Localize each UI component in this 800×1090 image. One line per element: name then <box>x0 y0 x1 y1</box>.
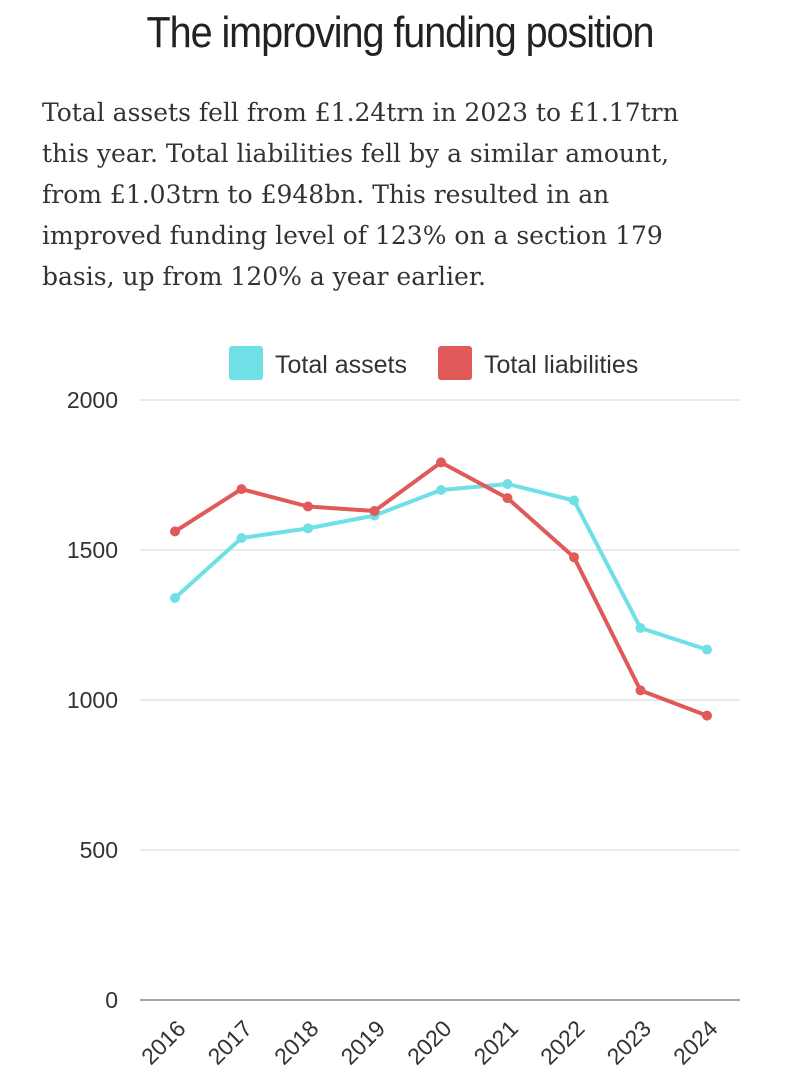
legend-item-total-assets: Total assets <box>229 346 407 380</box>
data-point <box>170 593 180 603</box>
x-tick-label: 2020 <box>402 1015 457 1070</box>
data-point <box>236 484 247 495</box>
x-tick-label: 2017 <box>202 1015 257 1070</box>
x-tick-label: 2021 <box>468 1015 523 1070</box>
legend-swatch <box>438 346 472 380</box>
data-point <box>702 644 712 655</box>
x-tick-label: 2022 <box>535 1015 590 1070</box>
series-line <box>173 482 709 652</box>
data-point <box>170 526 180 537</box>
x-tick-label: 2024 <box>668 1015 723 1070</box>
legend: Total assets Total liabilities <box>229 346 638 380</box>
series-total-assets <box>170 479 712 655</box>
data-point <box>569 552 579 563</box>
data-point <box>369 506 380 516</box>
x-axis-ticks: 2016 2017 2018 2019 2020 2021 2022 2023 2024 <box>136 1015 723 1070</box>
data-point <box>635 623 646 633</box>
y-tick-label: 2000 <box>67 387 118 413</box>
data-point <box>569 495 579 506</box>
y-tick-label: 1500 <box>67 537 118 563</box>
data-point <box>436 485 446 495</box>
x-tick-label: 2018 <box>269 1015 324 1070</box>
y-tick-label: 0 <box>105 987 118 1013</box>
data-point <box>635 685 646 696</box>
x-tick-label: 2023 <box>601 1015 656 1070</box>
legend-item-total-liabilities: Total liabilities <box>438 346 638 380</box>
data-point <box>303 501 313 512</box>
data-point <box>303 523 313 534</box>
y-tick-label: 500 <box>80 837 118 863</box>
y-axis-ticks: 0 500 1000 1500 2000 <box>67 387 118 1013</box>
data-point <box>502 493 513 504</box>
data-point <box>236 533 247 543</box>
legend-label: Total liabilities <box>484 351 638 379</box>
legend-label: Total assets <box>275 351 407 379</box>
series-group <box>170 457 712 721</box>
series-total-liabilities <box>170 457 712 721</box>
chart-title: The improving funding position <box>146 8 655 57</box>
intro-paragraph: Total assets fell from £1.24trn in 2023 … <box>42 98 679 291</box>
gridlines <box>140 399 740 1001</box>
data-point <box>436 457 446 468</box>
y-tick-label: 1000 <box>67 687 118 713</box>
x-tick-label: 2016 <box>136 1015 191 1070</box>
x-tick-label: 2019 <box>335 1015 390 1070</box>
series-line <box>173 460 709 718</box>
data-point <box>702 710 712 721</box>
data-point <box>502 479 513 489</box>
legend-swatch <box>229 346 263 380</box>
